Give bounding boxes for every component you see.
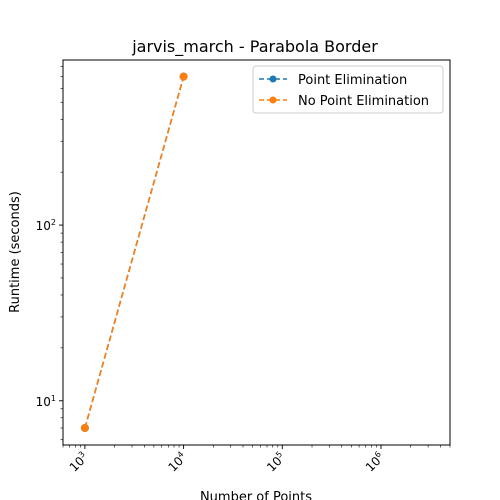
legend-label-1: No Point Elimination	[298, 94, 429, 109]
x-axis-label: Number of Points	[200, 490, 312, 500]
y-axis-ticks: 101 102	[36, 218, 63, 409]
x-tick-label: 104	[165, 450, 190, 475]
legend-marker-0	[269, 75, 277, 83]
legend: Point Elimination No Point Elimination	[252, 65, 444, 114]
plot-frame	[62, 59, 451, 446]
legend-box	[252, 65, 444, 114]
y-tick-label: 102	[36, 218, 56, 233]
y-axis-label: Runtime (seconds)	[8, 191, 23, 313]
y-tick-label: 101	[36, 394, 56, 409]
series-layer	[80, 72, 188, 432]
x-tick-label: 106	[362, 450, 387, 475]
chart-title: jarvis_march - Parabola Border	[131, 37, 378, 57]
legend-marker-1	[269, 96, 277, 104]
legend-label-0: Point Elimination	[298, 73, 407, 88]
x-tick-label: 103	[66, 450, 91, 475]
series-line-1	[84, 76, 185, 429]
series-point-1	[80, 423, 89, 432]
x-axis-ticks: 103 104 105 106	[66, 445, 387, 475]
x-tick-label: 105	[263, 450, 288, 475]
series-point-1	[179, 72, 188, 81]
